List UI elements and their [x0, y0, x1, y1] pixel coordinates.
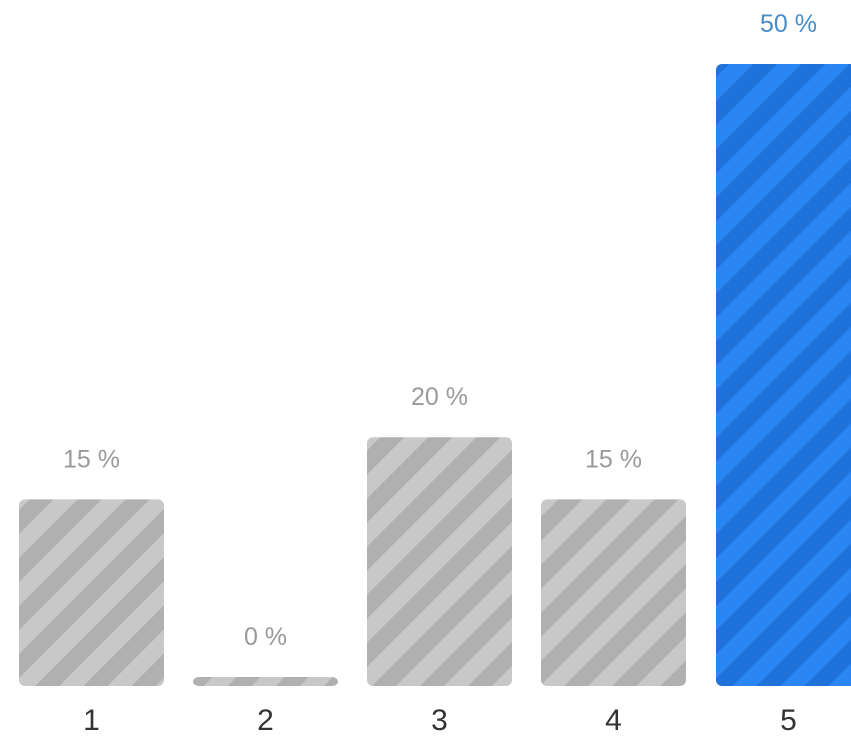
bar-3: [367, 437, 512, 686]
category-label-3: 3: [431, 704, 448, 737]
category-label-1: 1: [83, 704, 100, 737]
category-label-5: 5: [780, 704, 797, 737]
bar-2: [193, 677, 338, 686]
category-label-2: 2: [257, 704, 274, 737]
value-label-2: 0 %: [244, 623, 287, 651]
bars-layer: [19, 64, 851, 686]
value-label-1: 15 %: [63, 445, 120, 473]
value-label-5: 50 %: [760, 10, 817, 38]
category-label-4: 4: [605, 704, 622, 737]
labels-layer: 15 % 1 0 % 2 20 % 3 15 % 4 50 % 5: [63, 10, 817, 737]
bar-5: [716, 64, 851, 686]
bar-1: [19, 499, 164, 686]
value-label-4: 15 %: [585, 445, 642, 473]
bar-4: [541, 499, 686, 686]
value-label-3: 20 %: [411, 383, 468, 411]
